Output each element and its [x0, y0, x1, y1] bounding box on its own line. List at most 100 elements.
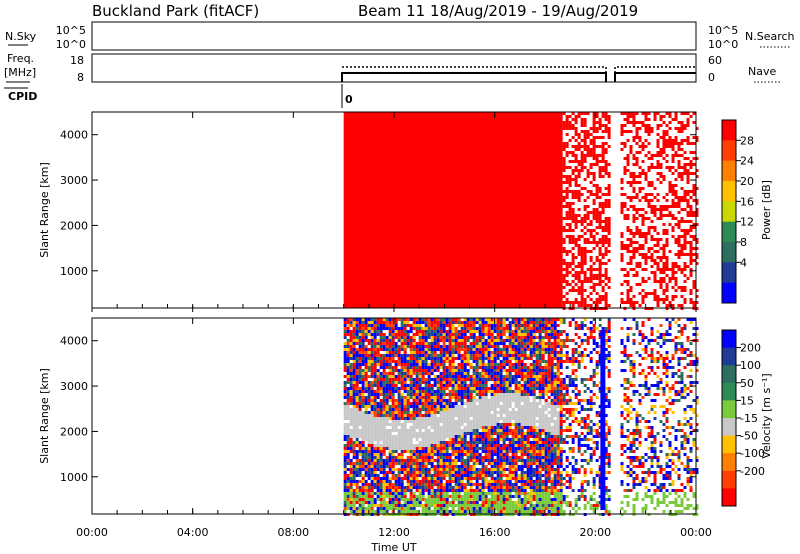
- velocity-cell: [355, 468, 359, 471]
- power-echo-cell: [562, 247, 566, 250]
- velocity-cell: [496, 375, 500, 378]
- power-echo-cell: [629, 241, 633, 244]
- power-echo-cell: [695, 136, 699, 139]
- velocity-cell: [400, 456, 404, 459]
- velocity-cell: [421, 465, 425, 468]
- velocity-cell: [367, 318, 371, 321]
- velocity-cell: [358, 360, 362, 363]
- power-echo-cell: [674, 136, 678, 139]
- velocity-cell: [487, 447, 491, 450]
- velocity-cell: [379, 447, 383, 450]
- velocity-cell: [439, 363, 443, 366]
- velocity-cell: [445, 324, 449, 327]
- velocity-cell: [343, 510, 347, 513]
- velocity-cell: [367, 360, 371, 363]
- power-echo-cell: [665, 199, 669, 202]
- velocity-cell: [352, 318, 356, 321]
- power-echo-cell: [683, 274, 687, 277]
- velocity-cell: [442, 495, 446, 498]
- velocity-cell: [403, 426, 407, 429]
- velocity-cell: [463, 417, 467, 420]
- power-echo-cell: [601, 157, 605, 160]
- velocity-cell: [502, 405, 506, 408]
- velocity-cell: [481, 435, 485, 438]
- velocity-cell: [418, 411, 422, 414]
- velocity-cell: [349, 384, 353, 387]
- velocity-cell: [469, 396, 473, 399]
- velocity-cell: [355, 369, 359, 372]
- velocity-cell: [463, 324, 467, 327]
- velocity-cell: [490, 399, 494, 402]
- velocity-cell: [352, 366, 356, 369]
- velocity-cell: [460, 345, 464, 348]
- power-echo-cell: [574, 277, 578, 280]
- velocity-cell: [400, 471, 404, 474]
- velocity-cell: [442, 399, 446, 402]
- velocity-cell: [403, 330, 407, 333]
- velocity-cell: [406, 345, 410, 348]
- velocity-cell: [463, 318, 467, 321]
- power-echo-cell: [680, 244, 684, 247]
- velocity-cell: [364, 318, 368, 321]
- velocity-cell: [517, 414, 521, 417]
- velocity-cell: [457, 441, 461, 444]
- power-echo-cell: [671, 286, 675, 289]
- velocity-cell: [463, 327, 467, 330]
- power-echo-cell: [589, 256, 593, 259]
- power-echo-cell: [568, 238, 572, 241]
- velocity-cell: [409, 396, 413, 399]
- velocity-cell: [343, 396, 347, 399]
- velocity-cell: [460, 480, 464, 483]
- velocity-cell: [496, 432, 500, 435]
- velocity-cell: [448, 465, 452, 468]
- power-echo-cell: [647, 118, 651, 121]
- velocity-cell: [355, 396, 359, 399]
- velocity-cell: [367, 414, 371, 417]
- velocity-cell: [388, 498, 392, 501]
- velocity-cell: [400, 336, 404, 339]
- velocity-cell: [505, 489, 509, 492]
- power-echo-cell: [595, 274, 599, 277]
- velocity-cell: [382, 453, 386, 456]
- velocity-cell: [415, 468, 419, 471]
- velocity-cell: [490, 465, 494, 468]
- velocity-cell: [376, 330, 380, 333]
- velocity-cell: [349, 471, 353, 474]
- velocity-cell: [427, 348, 431, 351]
- velocity-cell: [436, 444, 440, 447]
- velocity-cell: [364, 330, 368, 333]
- velocity-cell: [457, 330, 461, 333]
- velocity-cell: [490, 423, 494, 426]
- velocity-cell: [499, 471, 503, 474]
- power-echo-cell: [595, 268, 599, 271]
- velocity-cell: [457, 372, 461, 375]
- power-echo-cell: [635, 151, 639, 154]
- velocity-cell: [352, 393, 356, 396]
- velocity-cell: [442, 462, 446, 465]
- velocity-cell: [493, 468, 497, 471]
- velocity-cell: [394, 456, 398, 459]
- velocity-cell: [469, 507, 473, 510]
- velocity-cell: [508, 378, 512, 381]
- velocity-cell: [421, 489, 425, 492]
- velocity-cell: [448, 360, 452, 363]
- velocity-cell: [436, 459, 440, 462]
- velocity-cell: [379, 468, 383, 471]
- velocity-cell: [394, 318, 398, 321]
- power-echo-cell: [641, 169, 645, 172]
- velocity-cell: [403, 495, 407, 498]
- velocity-cell: [409, 420, 413, 423]
- velocity-cell: [511, 465, 515, 468]
- velocity-cell: [454, 327, 458, 330]
- velocity-cell: [343, 405, 347, 408]
- velocity-cell: [385, 321, 389, 324]
- power-echo-cell: [562, 259, 566, 262]
- velocity-cell: [472, 333, 476, 336]
- power-echo-cell: [568, 289, 572, 292]
- power-echo-cell: [677, 166, 681, 169]
- velocity-cell: [466, 354, 470, 357]
- power-echo-cell: [653, 259, 657, 262]
- velocity-cell: [490, 414, 494, 417]
- velocity-cell: [508, 411, 512, 414]
- velocity-cell: [346, 366, 350, 369]
